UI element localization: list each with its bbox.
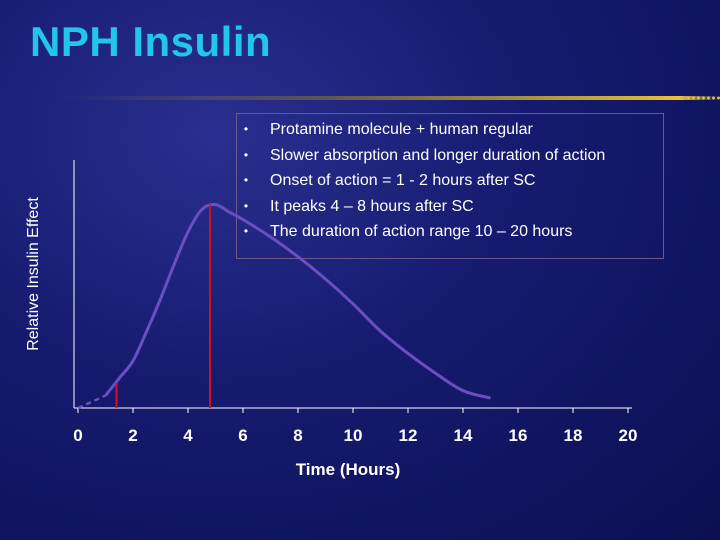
bullet-item: • Slower absorption and longer duration o… — [240, 143, 605, 169]
x-tick-label: 14 — [453, 426, 473, 445]
bullet-text: Slower absorption and longer duration of… — [270, 146, 606, 164]
x-tick-label: 10 — [343, 426, 363, 445]
bullet-text: The duration of action range 10 – 20 hou… — [270, 223, 573, 240]
bullet-dot-icon: • — [243, 122, 249, 136]
bullet-text: Onset of action = 1 - 2 hours after SC — [270, 172, 536, 189]
x-tick-label: 8 — [293, 426, 303, 445]
x-tick-label: 12 — [398, 426, 418, 445]
bullet-item: • The duration of action range 10 – 20 ho… — [240, 219, 605, 245]
bullet-text: Protamine molecule + human regular — [270, 121, 533, 138]
bullet-item: • Onset of action = 1 - 2 hours after SC — [240, 168, 605, 194]
bullet-dot-icon: • — [243, 224, 249, 238]
insulin-effect-curve — [104, 203, 491, 400]
bullet-list: • Protamine molecule + human regular • Slo… — [240, 117, 605, 245]
x-tick-label: 0 — [73, 426, 83, 445]
title-underline-dots — [686, 96, 720, 100]
bullet-item: • Protamine molecule + human regular — [240, 117, 605, 143]
x-tick-label: 6 — [238, 426, 248, 445]
bullet-text: It peaks 4 – 8 hours after SC — [270, 197, 474, 215]
x-tick-label: 16 — [508, 426, 528, 445]
x-axis-label: Time (Hours) — [295, 460, 401, 479]
x-tick-label: 4 — [183, 426, 193, 445]
slide-title: NPH Insulin — [30, 18, 272, 65]
x-tick-label: 18 — [563, 426, 583, 445]
title-underline-rule — [60, 96, 720, 100]
bullet-dot-icon: • — [243, 198, 249, 213]
x-tick-label: 2 — [128, 426, 138, 445]
x-tick-label: 20 — [618, 426, 638, 445]
bullet-dot-icon: • — [243, 147, 249, 162]
bullet-item: • It peaks 4 – 8 hours after SC — [240, 194, 605, 220]
info-box — [236, 113, 664, 259]
bullet-dot-icon: • — [243, 173, 249, 187]
curve-onset-dashed — [77, 394, 107, 410]
